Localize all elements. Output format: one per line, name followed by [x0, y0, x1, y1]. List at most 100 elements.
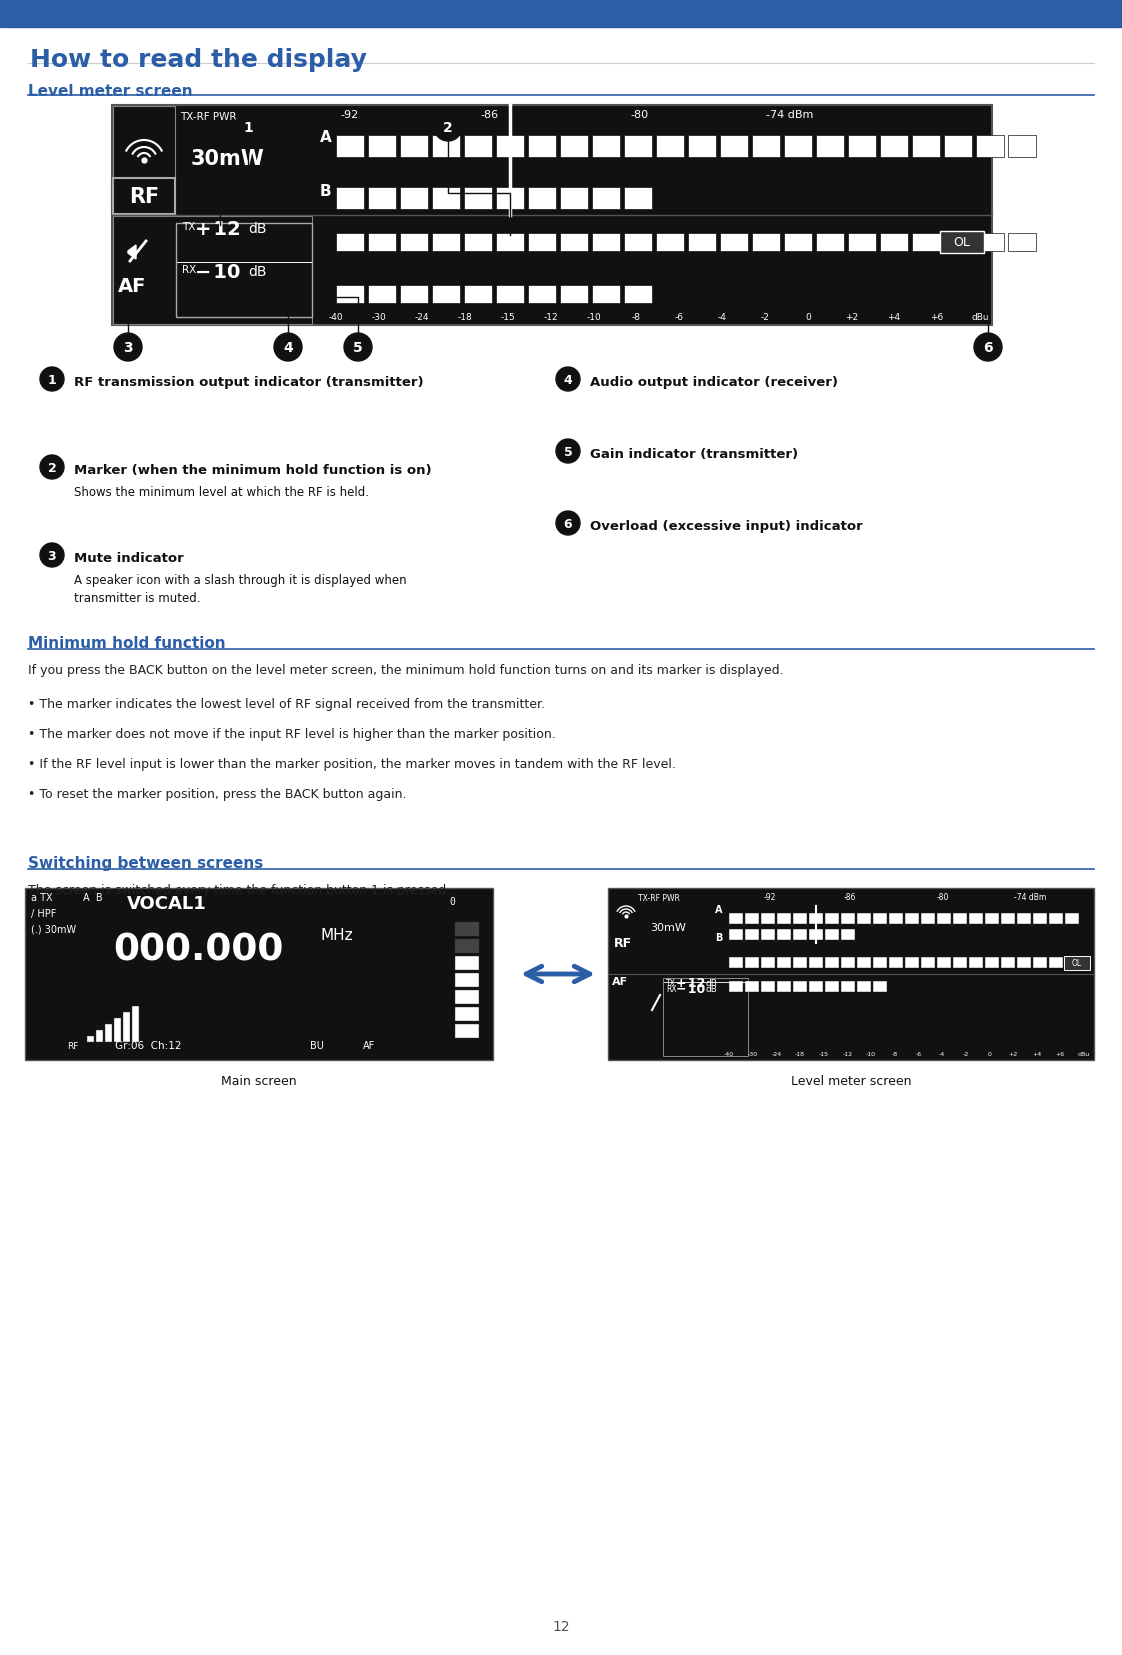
Text: Minimum hold function: Minimum hold function — [28, 636, 226, 650]
Bar — [368, 136, 396, 157]
Bar — [688, 233, 716, 252]
Bar — [778, 958, 791, 968]
Text: AF: AF — [611, 976, 628, 986]
Bar — [793, 958, 807, 968]
Bar — [953, 914, 967, 925]
Bar — [1033, 958, 1047, 968]
Text: • The marker does not move if the input RF level is higher than the marker posit: • The marker does not move if the input … — [28, 728, 555, 740]
Text: 6: 6 — [983, 341, 993, 354]
Text: Shows the minimum level at which the RF is held.: Shows the minimum level at which the RF … — [74, 485, 369, 498]
Bar — [432, 233, 460, 252]
Bar — [842, 930, 855, 940]
Bar — [432, 189, 460, 210]
Bar — [720, 233, 748, 252]
Text: AF: AF — [364, 1041, 375, 1051]
Text: B: B — [320, 184, 332, 199]
Bar — [401, 233, 427, 252]
Bar — [496, 233, 524, 252]
Bar — [456, 922, 479, 937]
Bar — [688, 136, 716, 157]
Bar — [940, 232, 984, 253]
Bar — [113, 179, 175, 215]
Bar — [401, 189, 427, 210]
Text: A  B: A B — [83, 892, 102, 902]
Bar — [624, 189, 652, 210]
Text: Gr:06  Ch:12: Gr:06 Ch:12 — [114, 1041, 182, 1051]
Bar — [560, 233, 588, 252]
Bar — [761, 981, 775, 993]
Bar — [809, 914, 824, 925]
Bar — [752, 136, 780, 157]
Bar — [456, 940, 479, 953]
Text: 0: 0 — [987, 1051, 991, 1056]
Bar — [1049, 958, 1063, 968]
Bar — [560, 189, 588, 210]
Text: 1: 1 — [47, 374, 56, 386]
Bar — [880, 233, 908, 252]
Text: -80: -80 — [631, 109, 649, 119]
Text: RF: RF — [67, 1041, 79, 1051]
Circle shape — [974, 334, 1002, 362]
Text: -92: -92 — [341, 109, 359, 119]
Text: BU: BU — [310, 1041, 324, 1051]
Polygon shape — [128, 247, 136, 260]
Circle shape — [557, 440, 580, 463]
Circle shape — [40, 455, 64, 480]
Text: How to read the display: How to read the display — [30, 48, 367, 71]
Text: A speaker icon with a slash through it is displayed when: A speaker icon with a slash through it i… — [74, 574, 406, 586]
Bar — [905, 958, 919, 968]
Text: 3: 3 — [48, 549, 56, 563]
Bar — [401, 136, 427, 157]
Bar — [1017, 914, 1031, 925]
Bar — [778, 981, 791, 993]
Circle shape — [234, 114, 263, 142]
Bar — [432, 136, 460, 157]
Bar — [528, 189, 557, 210]
Text: -2: -2 — [761, 313, 770, 321]
Bar — [761, 958, 775, 968]
Text: (.) 30mW: (.) 30mW — [31, 925, 76, 935]
Text: RF: RF — [614, 937, 632, 950]
Text: 1: 1 — [243, 121, 252, 136]
Bar — [592, 233, 620, 252]
Text: • If the RF level input is lower than the marker position, the marker moves in t: • If the RF level input is lower than th… — [28, 758, 675, 771]
Bar — [1033, 914, 1047, 925]
Text: TX: TX — [182, 222, 195, 232]
Bar — [784, 136, 812, 157]
Text: Marker (when the minimum hold function is on): Marker (when the minimum hold function i… — [74, 463, 432, 477]
Bar — [857, 958, 871, 968]
Bar — [842, 914, 855, 925]
Bar — [816, 136, 844, 157]
Bar — [528, 136, 557, 157]
Circle shape — [40, 544, 64, 568]
Bar — [465, 136, 493, 157]
Text: + 12: + 12 — [675, 976, 706, 990]
Bar — [368, 233, 396, 252]
Bar — [944, 136, 972, 157]
Text: TX: TX — [666, 978, 675, 988]
Bar — [745, 914, 758, 925]
Text: OL: OL — [1072, 958, 1082, 968]
Text: RF transmission output indicator (transmitter): RF transmission output indicator (transm… — [74, 376, 424, 389]
Bar — [496, 286, 524, 305]
Text: -74 dBm: -74 dBm — [1014, 892, 1046, 902]
Bar — [132, 1006, 139, 1043]
Text: 2: 2 — [47, 462, 56, 475]
Bar — [729, 981, 743, 993]
Bar — [528, 286, 557, 305]
Text: -10: -10 — [586, 313, 601, 321]
Text: 12: 12 — [552, 1619, 570, 1633]
Text: +2: +2 — [845, 313, 857, 321]
Bar — [809, 958, 824, 968]
Bar — [784, 233, 812, 252]
Bar — [889, 958, 903, 968]
Text: RF: RF — [129, 187, 159, 207]
Text: Mute indicator: Mute indicator — [74, 551, 184, 564]
Circle shape — [557, 511, 580, 536]
Text: -6: -6 — [916, 1051, 921, 1056]
Bar — [976, 136, 1004, 157]
Text: -8: -8 — [892, 1051, 898, 1056]
Bar — [985, 914, 999, 925]
Text: 0: 0 — [449, 897, 454, 907]
Text: Switching between screens: Switching between screens — [28, 856, 264, 871]
